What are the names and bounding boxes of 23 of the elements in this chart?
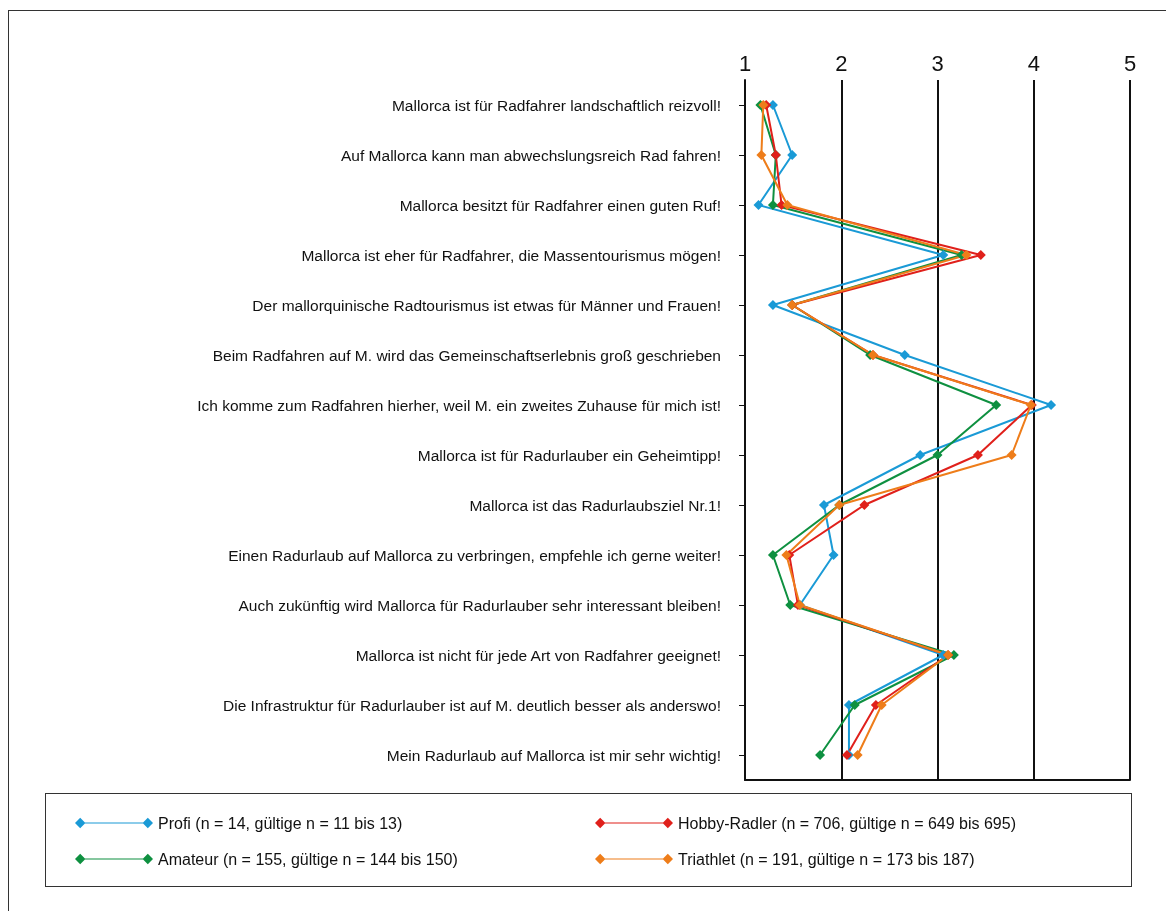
- y-tick-label: Einen Radurlaub auf Mallorca zu verbringen, empfehle ich gerne weiter!: [228, 546, 721, 564]
- y-tick-label: Der mallorquinische Radtourismus ist etwas für Männer und Frauen!: [252, 296, 721, 314]
- legend-label: Profi (n = 14, gültige n = 11 bis 13): [158, 814, 403, 832]
- x-tick-label: 2: [835, 50, 848, 76]
- y-tick-label: Mallorca ist das Radurlaubsziel Nr.1!: [469, 496, 721, 514]
- y-tick-label: Mallorca ist eher für Radfahrer, die Massentourismus mögen!: [301, 246, 721, 264]
- legend-label: Hobby-Radler (n = 706, gültige n = 649 bis 695): [678, 814, 1016, 832]
- legend-label: Amateur (n = 155, gültige n = 144 bis 150): [158, 850, 458, 868]
- x-tick-label: 5: [1123, 50, 1137, 76]
- y-tick-label: Beim Radfahren auf M. wird das Gemeinschaftserlebnis groß geschrieben: [212, 346, 721, 364]
- y-tick-label: Die Infrastruktur für Radurlauber ist auf M. deutlich besser als anderswo!: [223, 696, 721, 714]
- y-tick-label: Ich komme zum Radfahren hierher, weil M. ein zweites Zuhause für mich ist!: [197, 396, 721, 414]
- y-tick-label: Auf Mallorca kann man abwechslungsreich Rad fahren!: [341, 146, 721, 164]
- y-tick-label: Mallorca ist für Radfahrer landschaftlich reizvoll!: [391, 96, 721, 114]
- y-tick-label: Mallorca ist nicht für jede Art von Radfahrer geeignet!: [355, 646, 721, 664]
- x-tick-label: 3: [931, 50, 944, 76]
- y-tick-label: Mallorca ist für Radurlauber ein Geheimtipp!: [417, 446, 721, 464]
- x-tick-label: 4: [1027, 50, 1040, 76]
- legend-label: Triathlet (n = 191, gültige n = 173 bis 187): [678, 850, 975, 868]
- y-tick-label: Mein Radurlaub auf Mallorca ist mir sehr wichtig!: [386, 746, 721, 764]
- y-tick-label: Auch zukünftig wird Mallorca für Radurlauber sehr interessant bleiben!: [238, 596, 721, 614]
- y-tick-label: Mallorca besitzt für Radfahrer einen guten Ruf!: [399, 196, 721, 214]
- x-tick-label: 1: [738, 50, 752, 76]
